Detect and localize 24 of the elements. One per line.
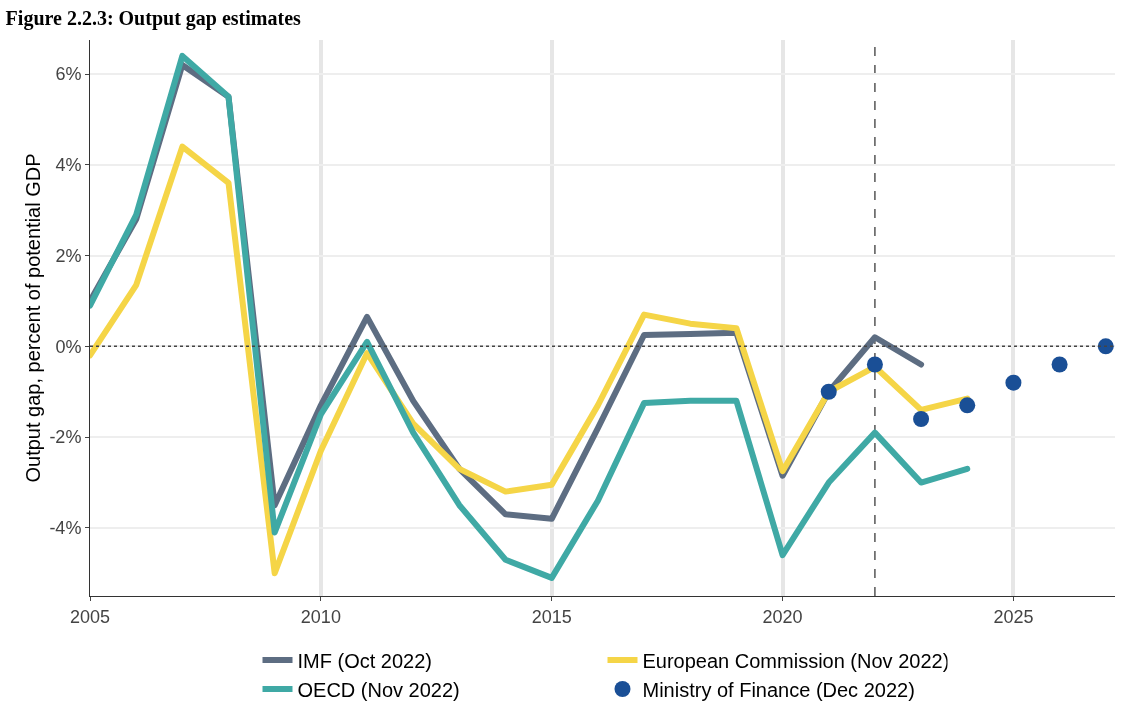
y-tick-label: -4% (49, 518, 82, 539)
x-tick-label: 2020 (762, 606, 803, 627)
x-tick-label: 2015 (531, 606, 572, 627)
legend-label: European Commission (Nov 2022) (642, 649, 950, 672)
y-axis-title: Output gap, percent of potential GDP (22, 153, 44, 483)
legend-label: OECD (Nov 2022) (297, 678, 460, 701)
legend-label: IMF (Oct 2022) (297, 649, 432, 672)
y-tick-label: 0% (55, 336, 82, 357)
point (820, 383, 837, 400)
x-tick-label: 2010 (300, 606, 341, 627)
point (913, 410, 930, 427)
point (1051, 356, 1068, 373)
x-tick-label: 2025 (993, 606, 1034, 627)
point (959, 397, 976, 414)
y-tick-label: -2% (49, 427, 82, 448)
point (1097, 338, 1114, 355)
y-tick-label: 2% (55, 245, 82, 266)
point (866, 356, 883, 373)
legend-label: Ministry of Finance (Dec 2022) (642, 678, 915, 701)
y-tick-label: 6% (55, 64, 82, 85)
chart-title: Figure 2.2.3: Output gap estimates (5, 6, 302, 30)
x-tick-label: 2005 (69, 606, 111, 627)
y-tick-label: 4% (55, 155, 82, 176)
point (1005, 374, 1022, 391)
